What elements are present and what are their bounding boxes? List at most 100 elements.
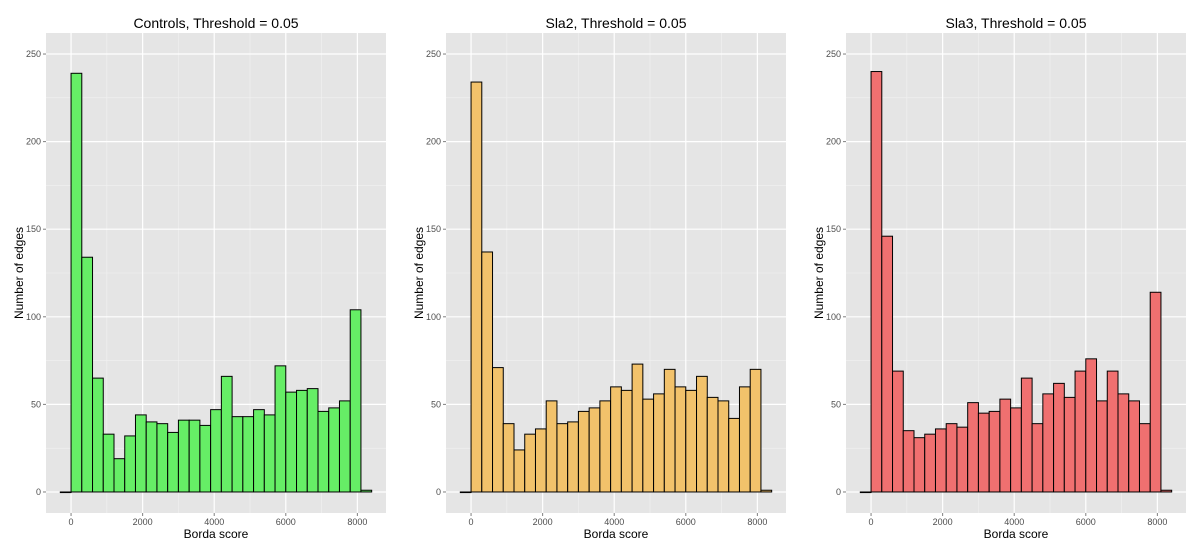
histogram-bar — [459, 491, 472, 494]
histogram-bar — [210, 409, 222, 493]
histogram-bar — [177, 419, 190, 493]
y-tick-label: 50 — [831, 399, 841, 409]
histogram-bar — [945, 423, 958, 493]
x-tick-label: 8000 — [747, 517, 767, 527]
histogram-bar — [577, 410, 590, 493]
histogram-bar — [59, 491, 72, 494]
panel-title: Sla3, Threshold = 0.05 — [945, 15, 1086, 31]
histogram-bar — [717, 400, 730, 493]
histogram-bar — [567, 421, 579, 493]
x-tick-label: 8000 — [1147, 517, 1167, 527]
histogram-bar — [134, 414, 147, 493]
histogram-bar — [1138, 423, 1151, 493]
x-tick-label: 8000 — [347, 517, 367, 527]
x-tick-label: 0 — [69, 517, 74, 527]
bars — [859, 71, 1173, 494]
y-tick-label: 0 — [36, 487, 41, 497]
histogram-bar — [881, 235, 894, 493]
histogram-bar — [956, 426, 969, 493]
histogram-bar — [113, 458, 126, 493]
y-tick-label: 250 — [426, 49, 441, 59]
bars — [459, 81, 773, 494]
y-tick-label: 150 — [826, 224, 841, 234]
histogram-bar — [1106, 370, 1119, 493]
histogram-bar — [92, 377, 104, 493]
histogram-bar — [285, 391, 298, 493]
histogram-bar — [1074, 370, 1087, 493]
histogram-bar — [360, 489, 373, 493]
histogram-bar — [892, 370, 904, 493]
histogram-bar — [156, 423, 169, 493]
histogram-bar — [1010, 407, 1022, 493]
histogram-bar — [70, 72, 83, 493]
y-tick-label: 200 — [426, 137, 441, 147]
histogram-bar — [513, 449, 526, 493]
histogram-bar — [328, 407, 340, 493]
histogram-bar — [1020, 377, 1033, 493]
x-tick-label: 2000 — [133, 517, 153, 527]
histogram-bar — [1085, 358, 1098, 493]
y-tick-label: 250 — [826, 49, 841, 59]
y-axis-label: Number of edges — [12, 227, 26, 319]
histogram-bar — [1053, 382, 1065, 493]
histogram-bar — [685, 389, 698, 493]
x-axis-label: Borda score — [984, 527, 1049, 541]
histogram-bar — [306, 388, 319, 493]
histogram-bar — [977, 412, 990, 493]
panel-sla3: 0 2000 4000 6000 8000 0 50 100 150 200 250 Sla3, T… — [812, 15, 1186, 541]
histogram-bar — [728, 417, 740, 493]
histogram-bar — [988, 410, 1001, 493]
tick-labels: 0 2000 4000 6000 8000 0 50 100 150 200 250 — [26, 49, 367, 527]
histogram-bar — [492, 367, 504, 493]
histogram-bar — [696, 375, 708, 493]
y-tick-label: 0 — [436, 487, 441, 497]
histogram-bar — [534, 428, 547, 493]
x-tick-label: 6000 — [276, 517, 296, 527]
histogram-bar — [934, 428, 947, 493]
histogram-bar — [631, 363, 644, 493]
gridlines — [46, 33, 386, 513]
histogram-bar — [188, 419, 201, 493]
histogram-bar — [674, 386, 687, 493]
histogram-bar — [470, 81, 483, 493]
histogram-bar — [1128, 400, 1140, 493]
panel-title: Controls, Threshold = 0.05 — [133, 15, 298, 31]
histogram-bar — [502, 423, 515, 493]
panel-controls: 0 2000 4000 6000 8000 0 50 100 150 200 250 Control… — [12, 15, 386, 541]
histogram-bar — [102, 433, 115, 493]
histogram-bar — [274, 365, 287, 493]
histogram-bar — [610, 386, 622, 493]
histogram-bar — [663, 368, 676, 493]
y-tick-label: 150 — [26, 224, 41, 234]
y-tick-label: 200 — [26, 137, 41, 147]
histogram-bar — [220, 375, 233, 493]
histogram-bar — [81, 256, 94, 493]
y-tick-label: 50 — [31, 399, 41, 409]
y-axis-label: Number of edges — [412, 227, 426, 319]
histogram-bar — [913, 437, 926, 493]
histogram-bar — [524, 433, 536, 493]
y-tick-label: 100 — [26, 312, 41, 322]
histogram-bar — [1031, 423, 1044, 493]
y-axis-label: Number of edges — [812, 227, 826, 319]
histogram-bar — [349, 309, 362, 493]
tick-labels: 0 2000 4000 6000 8000 0 50 100 150 200 250 — [826, 49, 1167, 527]
histogram-bar — [545, 400, 558, 493]
histogram-bar — [967, 402, 979, 493]
histogram-bar — [620, 389, 633, 493]
histogram-bar — [999, 398, 1012, 493]
y-tick-label: 100 — [426, 312, 441, 322]
histogram-bar — [167, 431, 179, 493]
histogram-bar — [242, 416, 255, 493]
histogram-bar — [296, 389, 308, 493]
histogram-bar — [588, 407, 601, 493]
histogram-bar — [760, 489, 773, 493]
panel-sla2: 0 2000 4000 6000 8000 0 50 100 150 200 250 Sla2, T… — [412, 15, 786, 541]
histogram-bar — [338, 400, 351, 493]
histogram-bar — [145, 421, 158, 493]
histogram-bar — [481, 251, 494, 493]
y-tick-label: 250 — [26, 49, 41, 59]
y-tick-label: 150 — [426, 224, 441, 234]
